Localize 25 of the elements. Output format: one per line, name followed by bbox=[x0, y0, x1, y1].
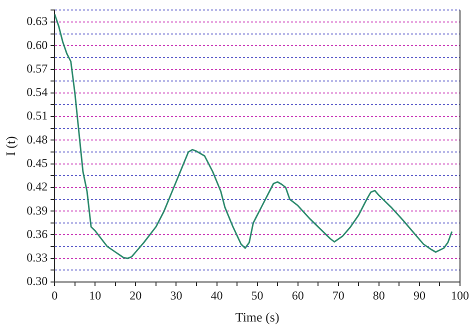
x-axis-title: Time (s) bbox=[235, 310, 280, 325]
y-tick-label: 0.42 bbox=[26, 180, 48, 194]
y-tick-label: 0.57 bbox=[26, 61, 48, 76]
y-tick-label: 0.51 bbox=[26, 108, 48, 123]
x-tick-label: 80 bbox=[372, 288, 385, 302]
y-tick-label: 0.60 bbox=[26, 38, 48, 52]
x-tick-label: 90 bbox=[413, 288, 426, 302]
y-axis-title: I (t) bbox=[3, 136, 18, 156]
y-tick-label: 0.33 bbox=[26, 250, 48, 265]
y-tick-label: 0.54 bbox=[26, 85, 48, 100]
x-tick-label: 30 bbox=[170, 288, 182, 302]
y-tick-label: 0.39 bbox=[26, 203, 48, 218]
x-tick-label: 60 bbox=[292, 288, 304, 302]
x-tick-label: 0 bbox=[52, 288, 58, 302]
y-tick-label: 0.63 bbox=[26, 14, 48, 28]
y-tick-label: 0.30 bbox=[26, 274, 48, 288]
x-tick-label: 40 bbox=[210, 288, 223, 302]
x-tick-label: 50 bbox=[251, 288, 264, 302]
x-tick-label: 100 bbox=[451, 288, 469, 302]
x-tick-label: 10 bbox=[89, 288, 102, 302]
x-tick-label: 70 bbox=[332, 288, 344, 302]
y-tick-label: 0.48 bbox=[26, 132, 48, 146]
y-tick-label: 0.45 bbox=[26, 156, 48, 170]
y-tick-label: 0.36 bbox=[26, 226, 48, 241]
x-tick-label: 20 bbox=[130, 288, 142, 302]
